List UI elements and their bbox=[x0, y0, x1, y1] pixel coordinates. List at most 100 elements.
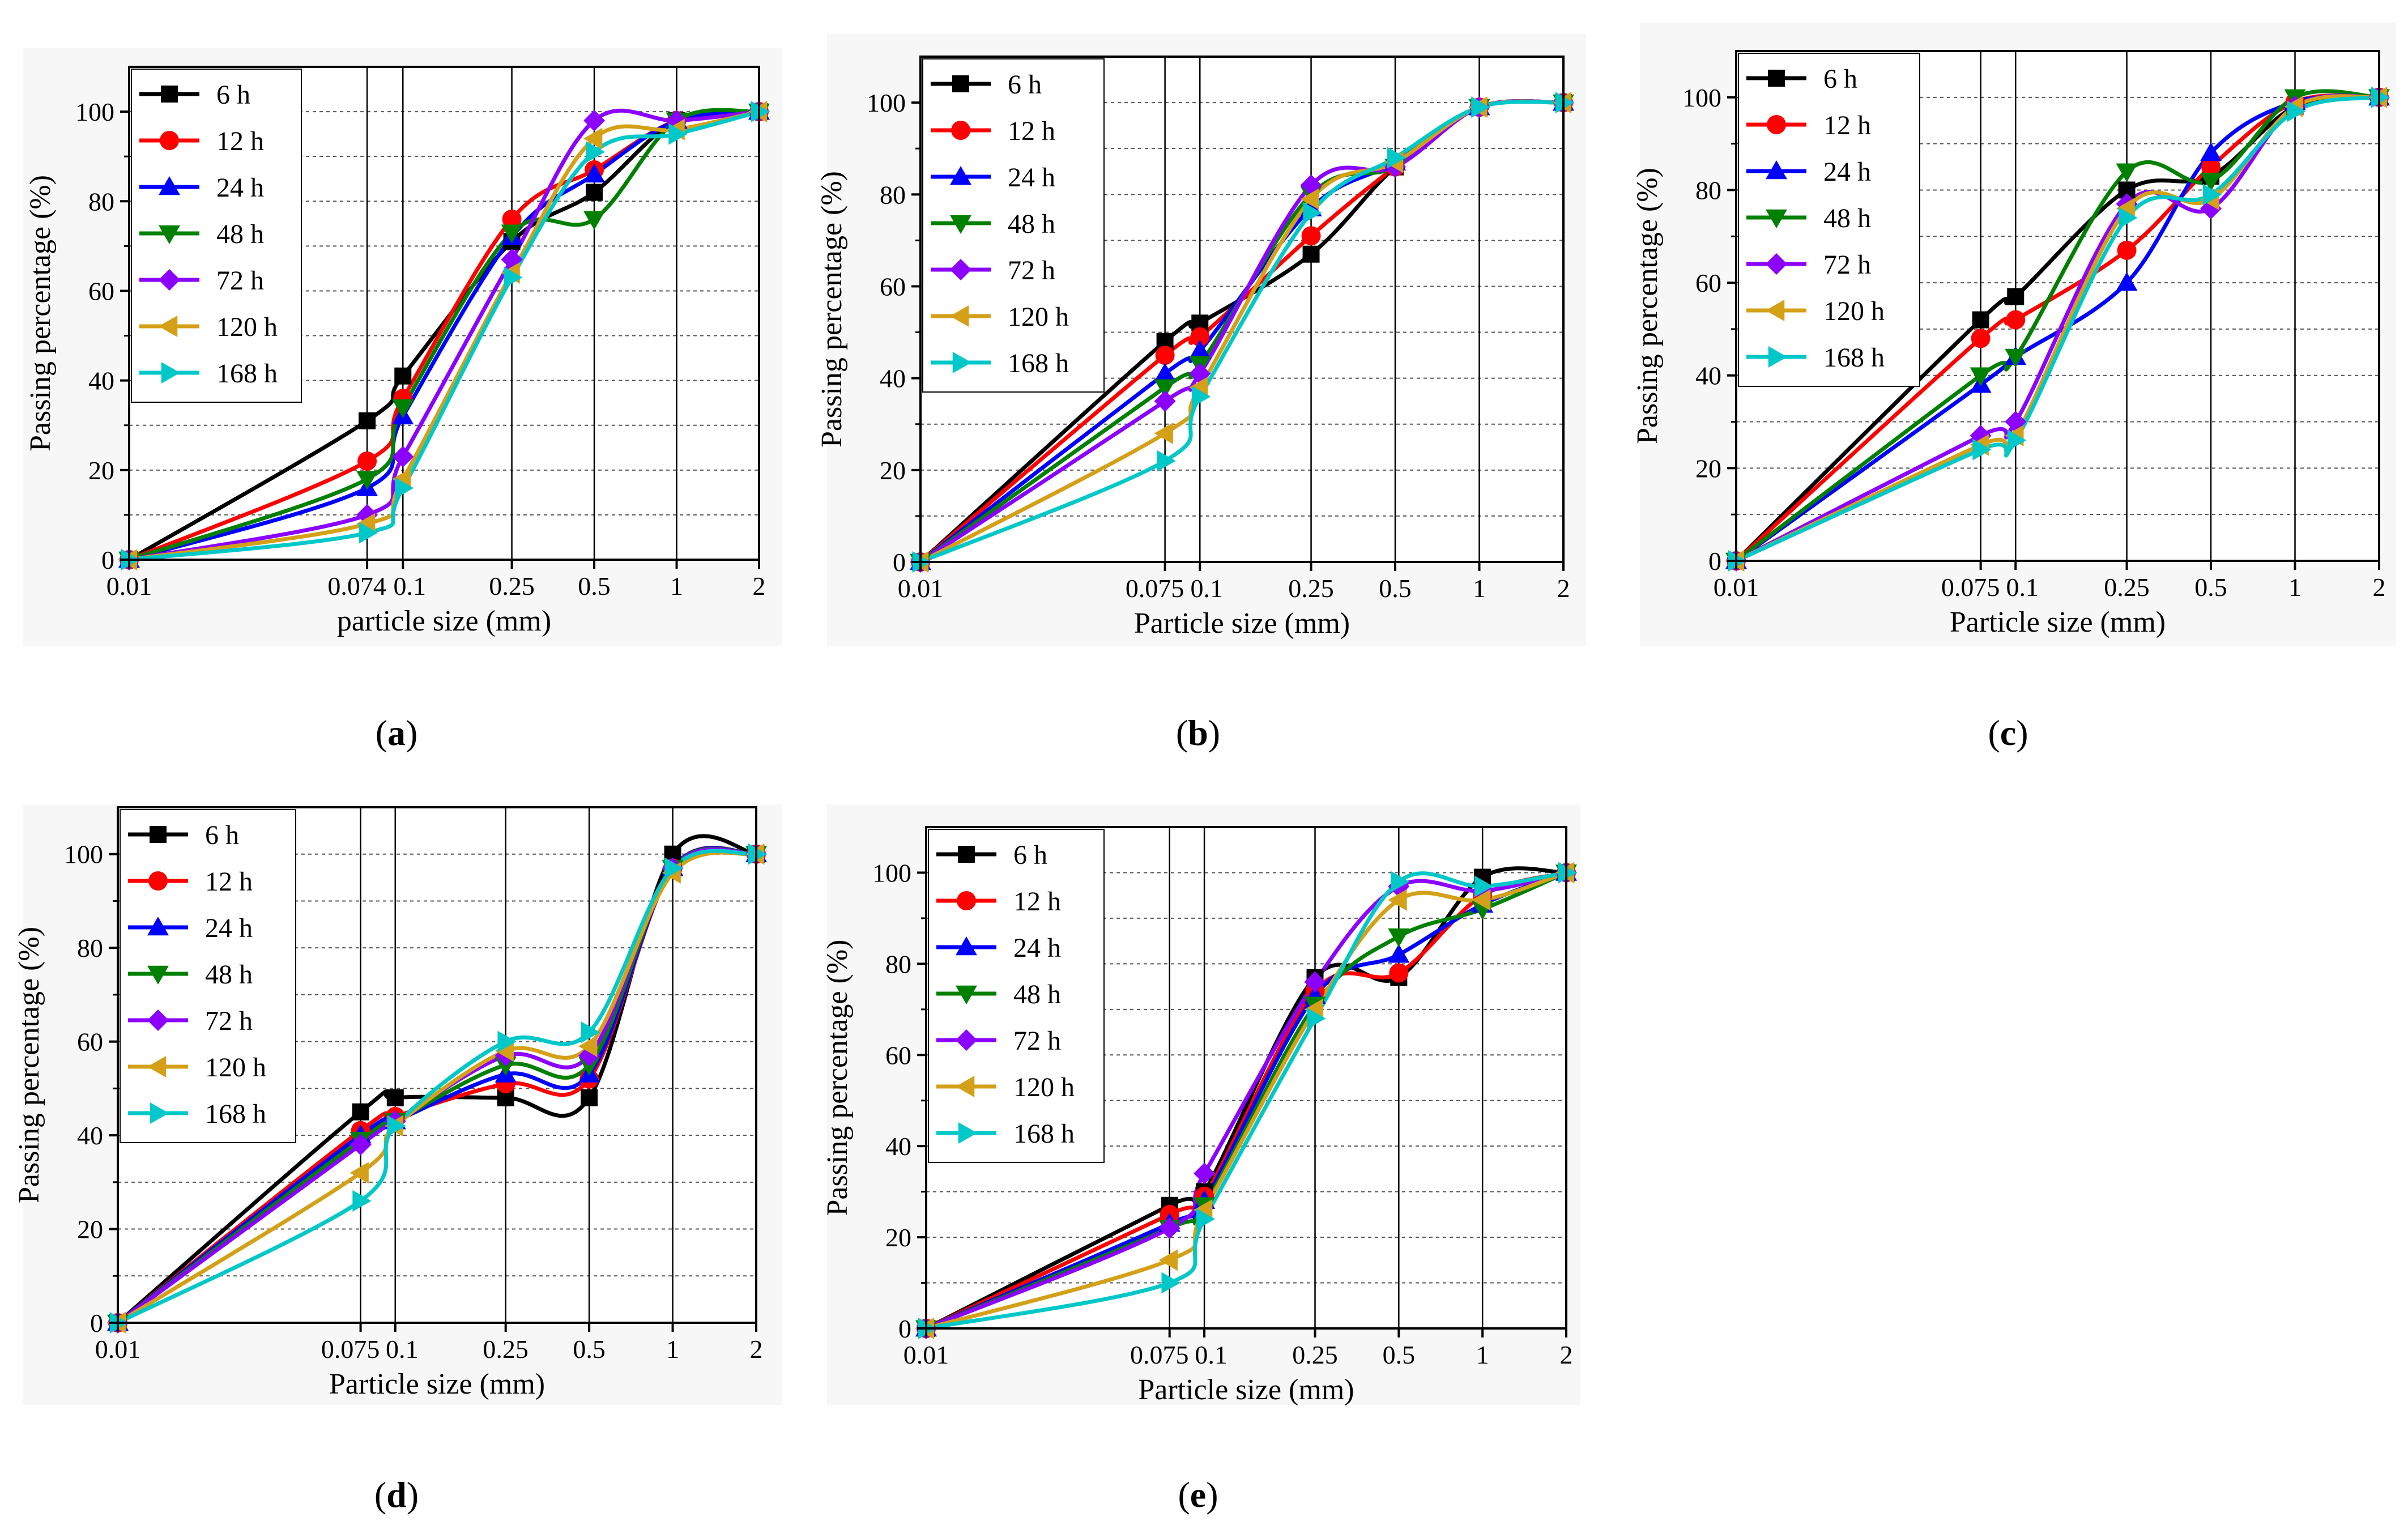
legend-marker bbox=[956, 1029, 977, 1051]
legend-marker bbox=[159, 225, 180, 244]
legend: 6 h 12 h 24 h 48 h 72 h 120 h 168 h bbox=[131, 69, 302, 403]
data-point-48h bbox=[2005, 348, 2027, 368]
data-point-168h bbox=[504, 266, 523, 288]
data-point-120h bbox=[1158, 1249, 1178, 1271]
data-point-168h bbox=[352, 1190, 372, 1212]
data-point-168h bbox=[581, 1021, 600, 1043]
x-tick-label: 0.5 bbox=[578, 572, 611, 600]
data-point-24h bbox=[2116, 272, 2138, 291]
legend-marker bbox=[956, 985, 977, 1004]
y-tick-label: 40 bbox=[1695, 361, 1721, 390]
data-point-6h bbox=[2007, 288, 2025, 305]
plot-frame bbox=[1735, 50, 2380, 562]
data-point-120h bbox=[1388, 889, 1407, 911]
legend: 6 h 12 h 24 h 48 h 72 h 120 h 168 h bbox=[1738, 53, 1920, 387]
legend-box bbox=[922, 58, 1105, 393]
panel-label: (d) bbox=[374, 1475, 419, 1515]
legend-marker bbox=[159, 176, 180, 195]
y-axis-title: Passing percentage (%) bbox=[821, 939, 854, 1216]
legend-marker bbox=[1767, 115, 1786, 134]
legend-marker bbox=[150, 1102, 169, 1124]
x-tick-label: 0.075 bbox=[1941, 573, 2000, 602]
series-line-72h bbox=[925, 871, 1567, 1331]
y-tick-label: 40 bbox=[885, 1132, 911, 1161]
plot-frame bbox=[925, 826, 1567, 1330]
y-tick-label: 0 bbox=[893, 548, 906, 577]
data-point-168h bbox=[748, 843, 767, 865]
x-tick-label: 1 bbox=[666, 1335, 679, 1364]
y-tick-label: 80 bbox=[1695, 176, 1721, 205]
series-line-24h bbox=[128, 109, 760, 562]
data-point-6h bbox=[359, 412, 376, 429]
series-line-72h bbox=[129, 108, 760, 562]
legend-marker bbox=[958, 1122, 977, 1144]
x-tick-label: 0.074 bbox=[327, 572, 386, 600]
data-point-168h bbox=[668, 123, 688, 145]
panel-label: (b) bbox=[1176, 713, 1220, 753]
y-tick-label: 0 bbox=[101, 546, 114, 574]
data-point-120h bbox=[578, 1035, 598, 1057]
x-tick-label: 0.5 bbox=[2194, 573, 2227, 602]
series-line-168h bbox=[1735, 95, 2380, 563]
data-point-120h bbox=[583, 127, 603, 150]
y-axis-title: Passing percentage (%) bbox=[816, 171, 848, 448]
x-tick-label: 0.25 bbox=[483, 1335, 529, 1364]
legend-label: 12 h bbox=[1013, 887, 1061, 917]
data-point-12h bbox=[2006, 310, 2026, 330]
data-point-12h bbox=[2117, 240, 2137, 260]
y-tick-label: 100 bbox=[1682, 83, 1721, 112]
legend-label: 12 h bbox=[205, 867, 253, 897]
panel-label: (c) bbox=[1988, 713, 2028, 753]
legend: 6 h 12 h 24 h 48 h 72 h 120 h 168 h bbox=[928, 829, 1105, 1163]
legend-marker bbox=[950, 166, 971, 185]
legend-marker bbox=[1766, 160, 1787, 180]
data-point-72h bbox=[1154, 390, 1176, 412]
x-tick-label: 0.5 bbox=[1383, 1340, 1416, 1369]
legend-marker bbox=[952, 352, 971, 373]
y-tick-label: 80 bbox=[885, 949, 911, 978]
plot-frame bbox=[117, 806, 757, 1324]
legend-box bbox=[928, 829, 1105, 1163]
data-point-168h bbox=[1157, 450, 1176, 472]
y-tick-label: 40 bbox=[88, 367, 114, 395]
legend-marker bbox=[147, 1056, 167, 1077]
data-point-168h bbox=[664, 857, 684, 879]
data-point-168h bbox=[2008, 429, 2027, 451]
legend-box bbox=[131, 69, 302, 403]
legend-marker bbox=[147, 1009, 169, 1031]
legend-label: 24 h bbox=[1013, 933, 1061, 963]
y-tick-label: 100 bbox=[872, 858, 911, 887]
y-tick-label: 80 bbox=[77, 934, 103, 962]
legend-label: 168 h bbox=[1008, 348, 1069, 378]
data-point-72h bbox=[392, 446, 414, 468]
y-tick-label: 20 bbox=[77, 1215, 103, 1244]
legend-marker bbox=[958, 846, 975, 863]
legend-label: 72 h bbox=[216, 266, 264, 296]
legend-marker bbox=[952, 75, 969, 92]
legend-label: 6 h bbox=[205, 820, 239, 850]
legend-label: 168 h bbox=[205, 1099, 266, 1129]
data-point-12h bbox=[1971, 329, 1991, 348]
legend-label: 48 h bbox=[216, 219, 264, 249]
data-point-168h bbox=[586, 141, 606, 163]
legend-marker bbox=[951, 121, 970, 140]
x-tick-label: 0.075 bbox=[321, 1335, 380, 1364]
data-point-168h bbox=[2119, 207, 2138, 229]
series-line-120h bbox=[926, 871, 1567, 1331]
x-tick-label: 0.25 bbox=[2104, 573, 2150, 602]
data-point-168h bbox=[1558, 862, 1577, 884]
x-tick-label: 0.25 bbox=[1288, 574, 1334, 603]
legend-box bbox=[120, 809, 296, 1143]
y-tick-label: 60 bbox=[885, 1041, 911, 1070]
series-line-120h bbox=[117, 850, 757, 1324]
data-point-48h bbox=[501, 224, 523, 244]
x-axis-title: Particle size (mm) bbox=[1134, 607, 1350, 640]
y-tick-label: 80 bbox=[880, 180, 906, 209]
x-tick-label: 0.1 bbox=[394, 572, 427, 600]
y-tick-label: 0 bbox=[898, 1314, 911, 1343]
legend-label: 168 h bbox=[1013, 1119, 1075, 1149]
y-tick-label: 100 bbox=[867, 88, 906, 117]
y-tick-label: 20 bbox=[1695, 454, 1721, 483]
chart-panel-b: 0 20 40 60 80 100 0.01 0.075 0.1 0.25 0.5 1 2 Particl… bbox=[816, 34, 1586, 753]
